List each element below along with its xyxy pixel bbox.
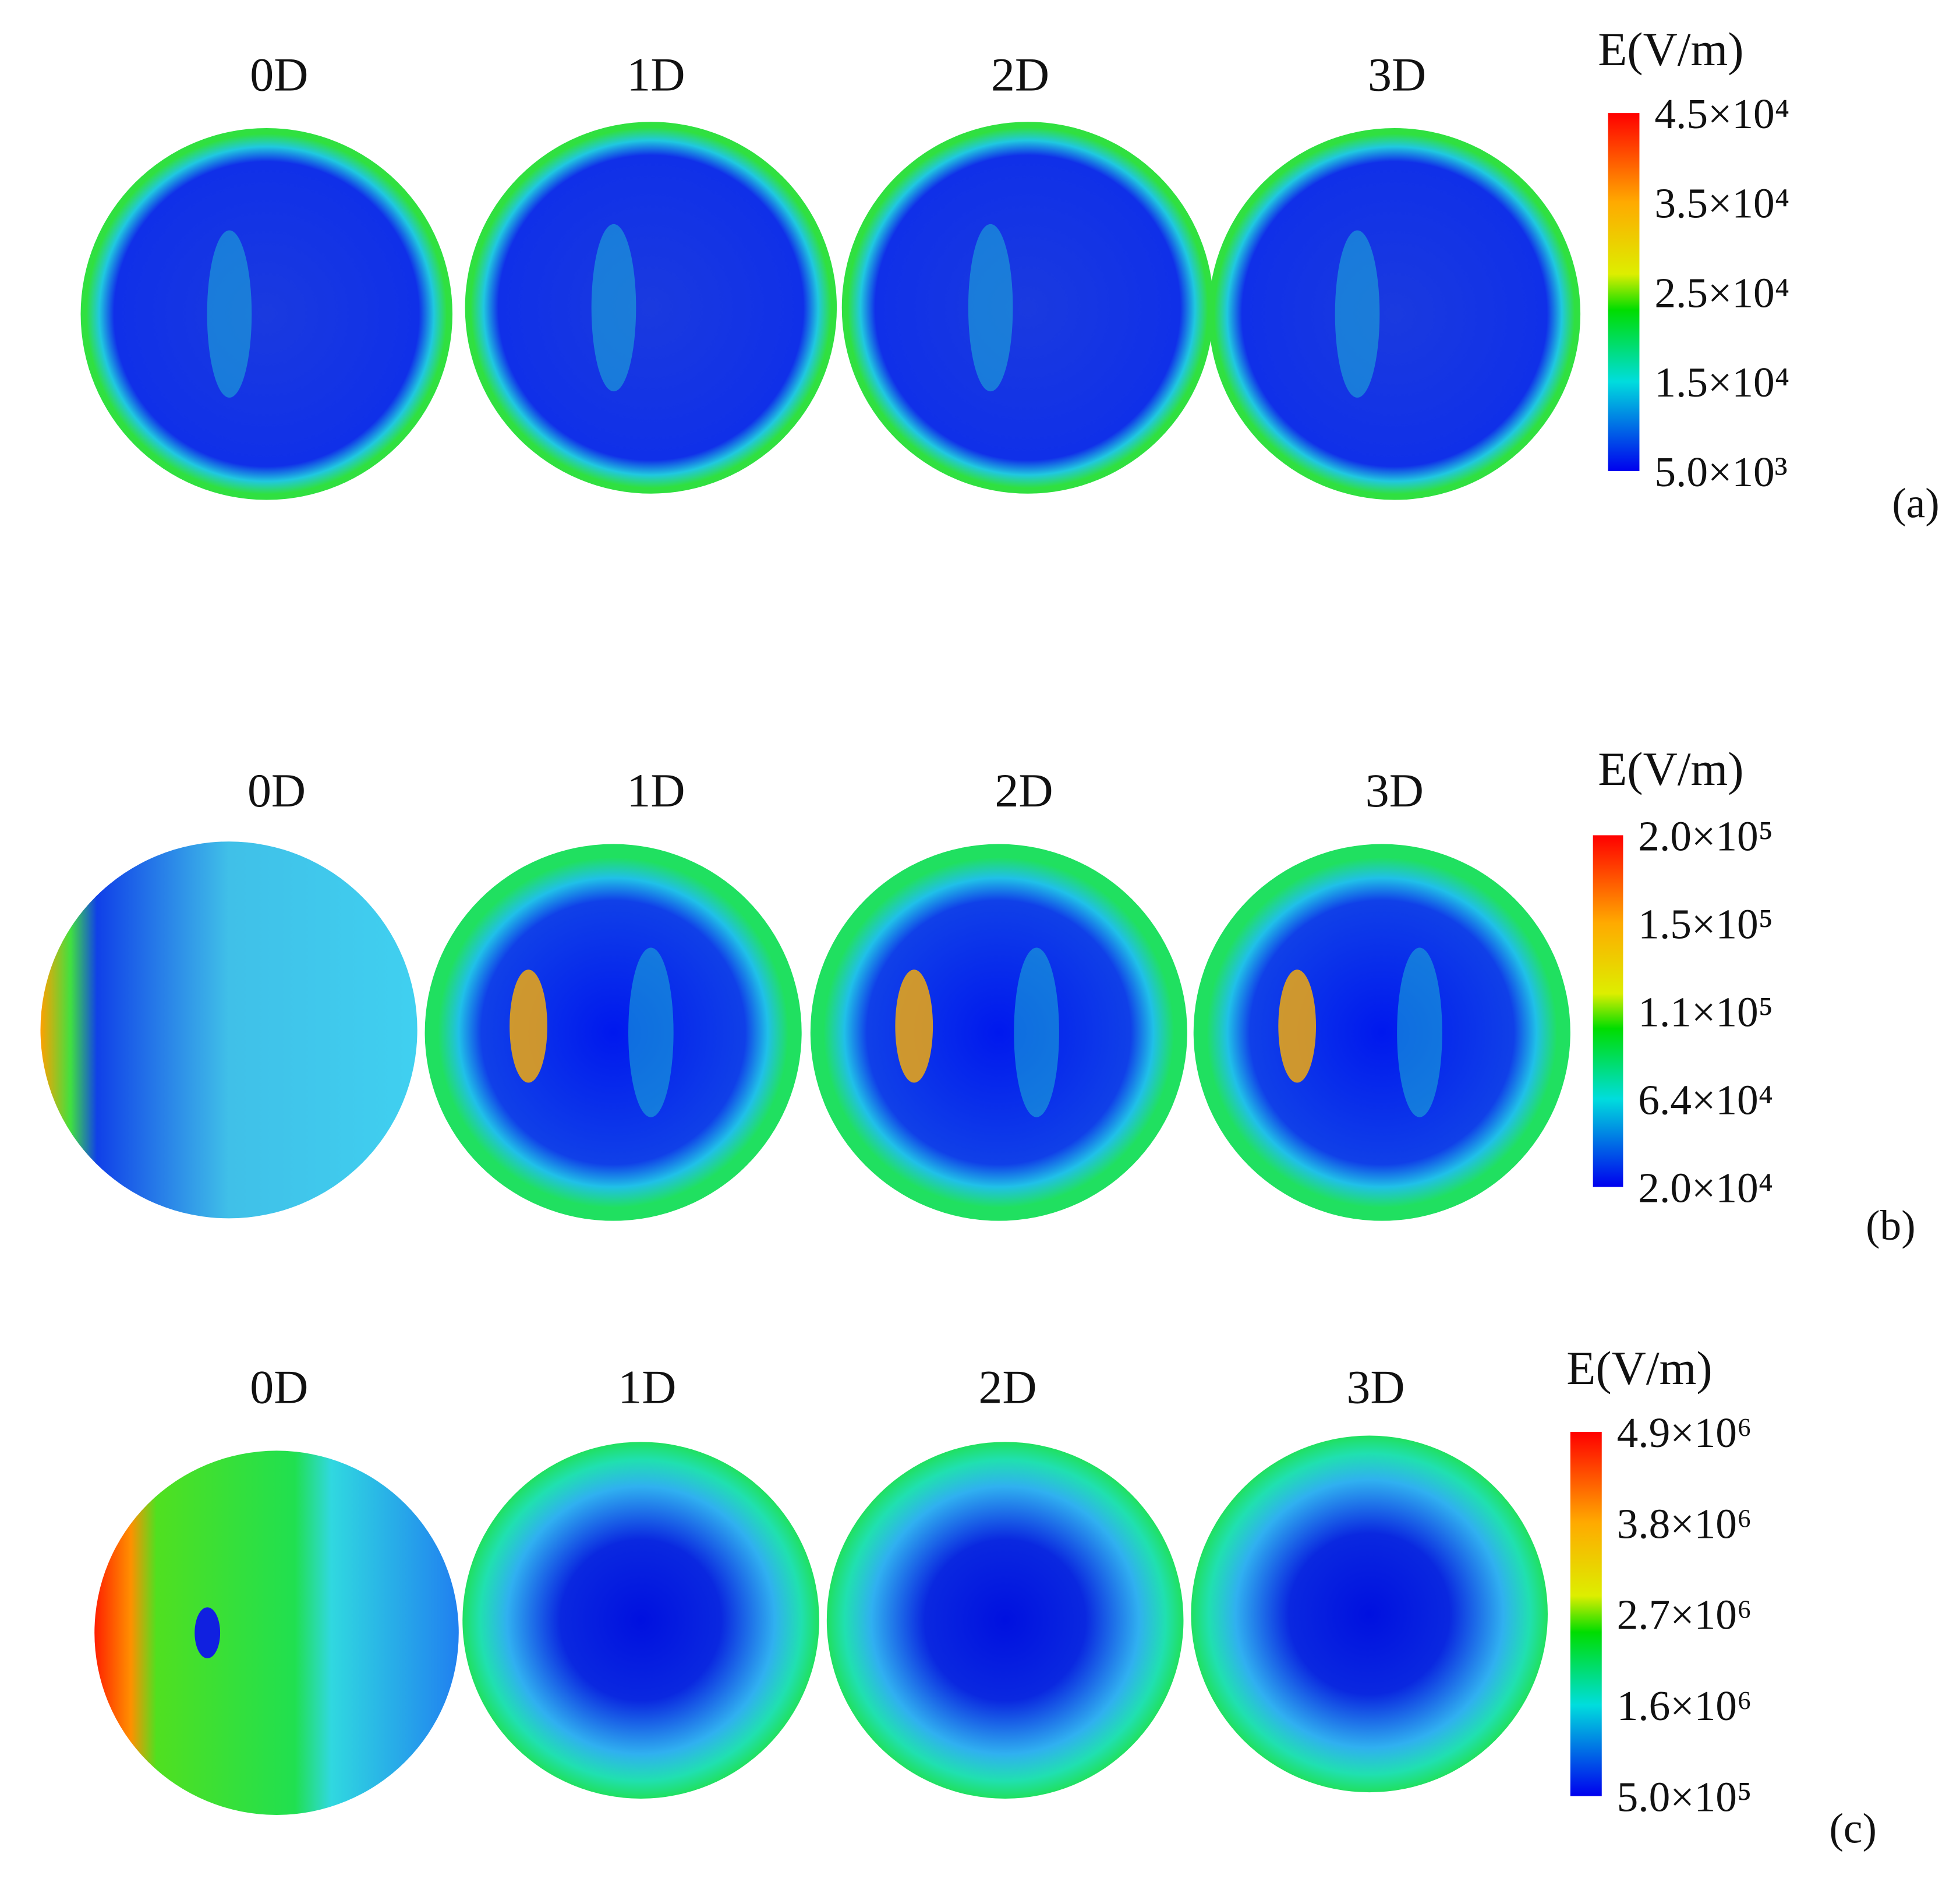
colorbar-tick-label: 1.5×10⁵	[1638, 900, 1773, 947]
colorbar	[1608, 113, 1640, 471]
case-title: 3D	[1365, 764, 1424, 817]
field-map	[94, 1450, 459, 1815]
field-disk	[462, 1442, 819, 1799]
colorbar-tick-label: 3.8×10⁶	[1617, 1500, 1752, 1547]
field-disk	[465, 122, 837, 494]
inner-band	[968, 224, 1013, 392]
case-title: 2D	[991, 48, 1049, 101]
panel-label: (a)	[1892, 480, 1939, 527]
colorbar-tick-label: 1.1×10⁵	[1638, 988, 1773, 1035]
colorbar-tick-label: 5.0×10⁵	[1617, 1774, 1752, 1821]
inner-band	[1014, 947, 1059, 1117]
case-title: 1D	[627, 764, 685, 817]
field-disk	[1193, 844, 1570, 1221]
colorbar-tick-label: 2.5×10⁴	[1654, 269, 1789, 316]
field-map	[1190, 844, 1570, 1221]
colorbar-tick-label: 2.7×10⁶	[1617, 1591, 1752, 1639]
case-title: 0D	[250, 1360, 308, 1413]
field-disk	[1208, 128, 1581, 500]
case-title: 3D	[1368, 48, 1426, 101]
case-title: 3D	[1346, 1360, 1404, 1413]
field-map	[462, 1442, 819, 1799]
colorbar-title: E(V/m)	[1598, 742, 1743, 795]
field-map	[1208, 128, 1584, 500]
field-disk	[810, 844, 1187, 1221]
field-disk	[80, 128, 453, 500]
field-disk	[424, 844, 802, 1221]
case-title: 0D	[247, 764, 306, 817]
inner-band	[1397, 947, 1442, 1117]
field-disk	[841, 122, 1214, 494]
inner-band	[591, 224, 636, 392]
case-title: 2D	[995, 764, 1053, 817]
case-title: 2D	[978, 1360, 1036, 1413]
field-disk	[94, 1450, 459, 1815]
colorbar	[1570, 1432, 1602, 1796]
colorbar-tick-label: 6.4×10⁴	[1638, 1076, 1773, 1123]
colorbar-tick-label: 1.6×10⁶	[1617, 1682, 1752, 1729]
field-disk	[1191, 1435, 1548, 1793]
colorbar-title: E(V/m)	[1598, 23, 1743, 76]
inner-band	[628, 947, 674, 1117]
case-title: 1D	[627, 48, 685, 101]
hot-core	[1278, 969, 1317, 1083]
field-map	[465, 122, 841, 494]
field-map	[841, 122, 1218, 494]
inner-band	[207, 230, 252, 398]
panel-label: (c)	[1829, 1804, 1876, 1852]
colorbar-tick-label: 1.5×10⁴	[1654, 359, 1789, 406]
colorbar-tick-label: 5.0×10³	[1654, 448, 1787, 496]
field-disk	[826, 1442, 1184, 1799]
panel-label: (b)	[1866, 1202, 1916, 1249]
colorbar-tick-label: 3.5×10⁴	[1654, 180, 1789, 227]
field-map	[421, 844, 802, 1221]
field-map	[826, 1442, 1184, 1799]
colorbar-title: E(V/m)	[1566, 1342, 1712, 1395]
colorbar-tick-label: 2.0×10⁵	[1638, 812, 1773, 859]
hot-core	[895, 969, 933, 1083]
inner-band	[1335, 230, 1380, 398]
field-map	[40, 841, 418, 1219]
hot-core	[194, 1607, 221, 1658]
colorbar-tick-label: 4.9×10⁶	[1617, 1409, 1752, 1456]
colorbar	[1593, 835, 1623, 1187]
field-map	[1191, 1435, 1548, 1793]
field-disk	[40, 841, 418, 1219]
case-title: 1D	[618, 1360, 676, 1413]
colorbar-tick-label: 2.0×10⁴	[1638, 1164, 1773, 1211]
field-map	[80, 128, 457, 500]
case-title: 0D	[250, 48, 308, 101]
hot-core	[510, 969, 547, 1083]
field-map	[806, 844, 1187, 1221]
colorbar-tick-label: 4.5×10⁴	[1654, 90, 1789, 137]
